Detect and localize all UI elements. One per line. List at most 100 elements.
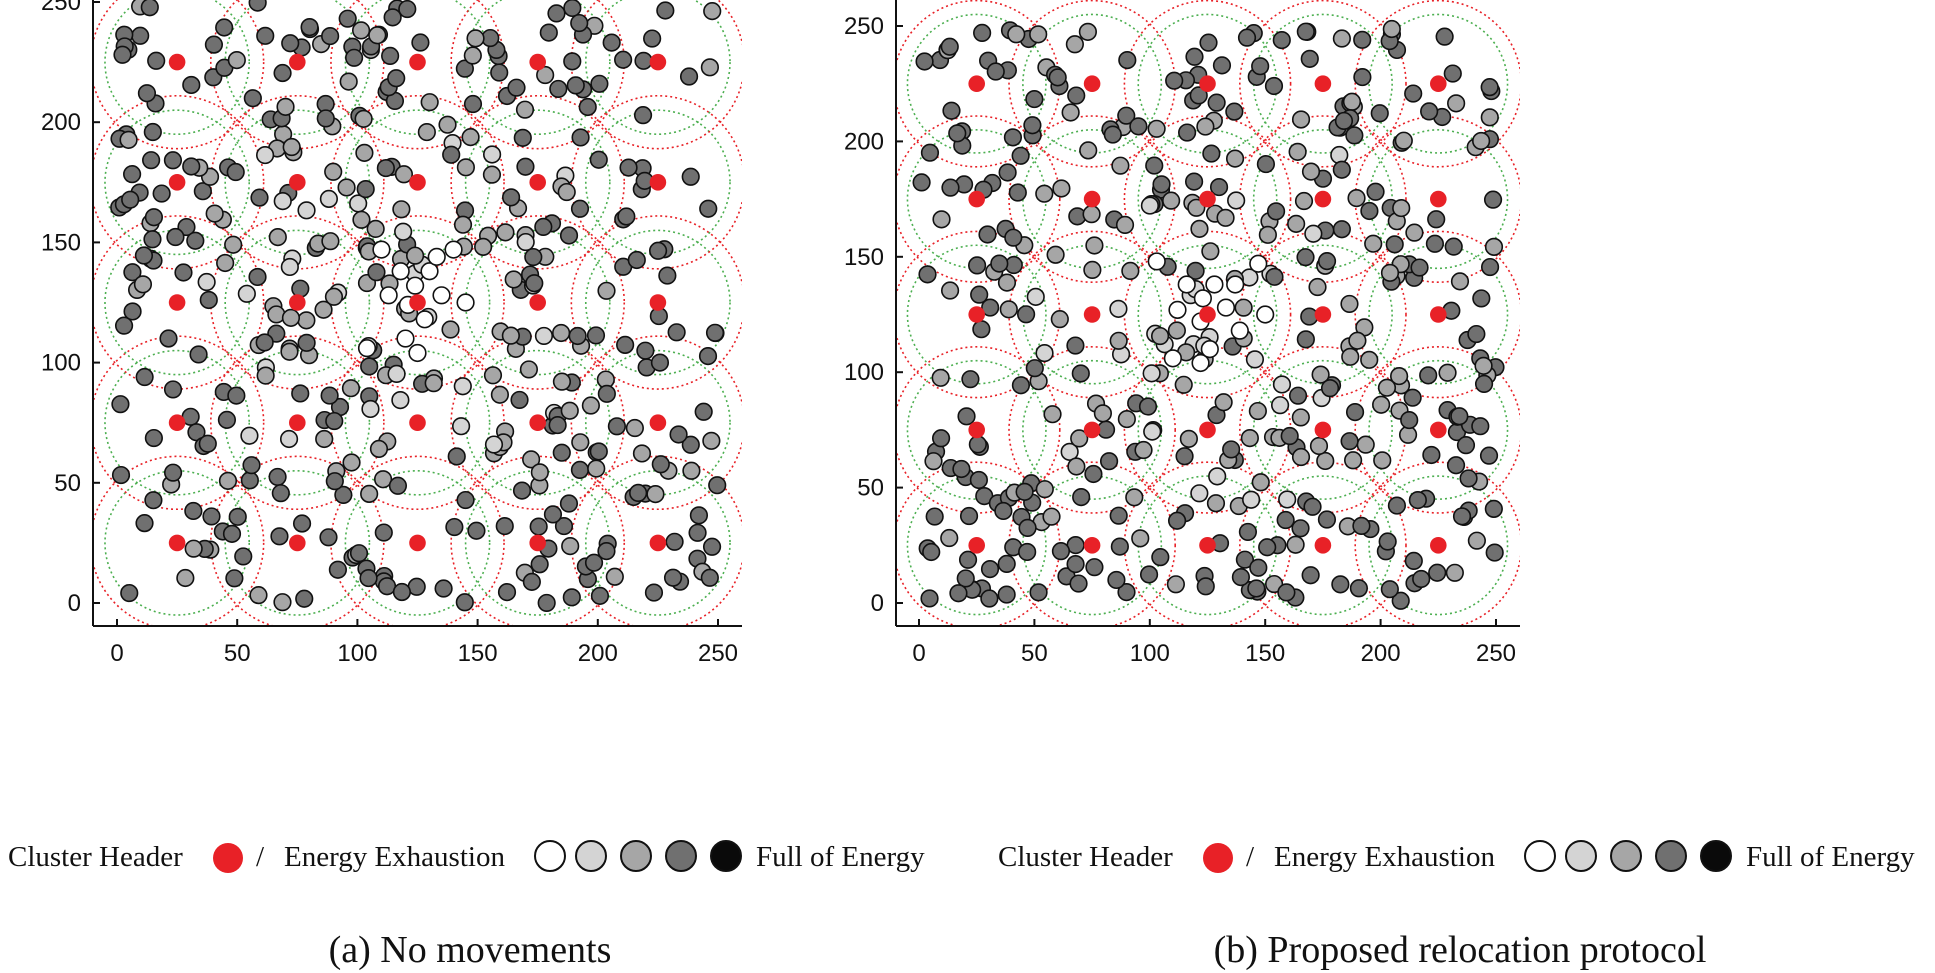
sensor-node [915, 52, 934, 71]
sensor-node [1387, 496, 1407, 515]
sensor-node [1447, 94, 1466, 113]
sensor-node [650, 353, 670, 372]
sensor-node [605, 567, 624, 586]
sensor-node [1035, 480, 1054, 499]
sensor-node [1152, 175, 1171, 194]
sensor-node [1011, 146, 1030, 165]
sensor-node [940, 528, 959, 548]
sensor-node [394, 222, 413, 241]
cluster-header-point [289, 414, 306, 432]
legend-level-1 [1524, 840, 1556, 872]
sensor-node [665, 532, 684, 551]
exhausted-node [1177, 275, 1196, 294]
sensor-node [524, 247, 543, 267]
sensor-node [940, 281, 960, 300]
sensor-node [1050, 310, 1069, 329]
sensor-node [1456, 436, 1476, 455]
sensor-node [699, 199, 718, 218]
sensor-node [387, 364, 406, 384]
sensor-node [1025, 89, 1044, 109]
sensor-node [356, 180, 375, 199]
sensor-node [1018, 542, 1037, 562]
sensor-node [1035, 343, 1054, 363]
sensor-node [530, 463, 549, 482]
sensor-node [360, 484, 379, 503]
sensor-node [496, 223, 515, 242]
sensor-node [1345, 402, 1365, 422]
sensor-node [619, 158, 638, 177]
sensor-node [1251, 473, 1270, 492]
sensor-node [1150, 326, 1170, 346]
sensor-node [297, 201, 316, 220]
sensor-node [980, 589, 999, 608]
legend-level-1 [534, 840, 566, 872]
sensor-node [1129, 117, 1148, 136]
sensor-node [627, 250, 646, 270]
sensor-node [534, 326, 554, 346]
sensor-node [656, 1, 675, 20]
y-tick-label: 250 [41, 0, 81, 16]
exhausted-node [1226, 275, 1245, 294]
sensor-node [1202, 144, 1221, 163]
sensor-node [578, 97, 597, 117]
sensor-node [184, 501, 203, 521]
cluster-header-point [409, 414, 426, 432]
sensor-node [1467, 531, 1486, 550]
outer-range-circle [896, 115, 1061, 283]
sensor-node [616, 335, 635, 354]
inner-range-circle [906, 359, 1047, 500]
sensor-node [338, 9, 357, 28]
sensor-node [463, 94, 483, 114]
inner-range-circle [104, 349, 251, 496]
sensor-node [1042, 507, 1061, 526]
sensor-node [959, 506, 979, 526]
sensor-node [359, 568, 378, 588]
sensor-node [501, 326, 520, 345]
sensor-node [1347, 188, 1366, 208]
sensor-node [1175, 447, 1194, 466]
sensor-node [325, 472, 344, 491]
sensor-node [1185, 47, 1204, 66]
sensor-node [1035, 184, 1054, 203]
sensor-node [1265, 267, 1284, 286]
cluster-header-point [529, 294, 546, 311]
sensor-node [1214, 393, 1233, 412]
sensor-node [643, 29, 662, 48]
outer-range-circle [570, 215, 742, 390]
sensor-node [1085, 558, 1104, 577]
sensor-node [248, 0, 267, 12]
y-tick-label: 50 [54, 470, 81, 497]
sensor-node [589, 150, 608, 169]
sensor-node [581, 396, 600, 415]
sensor-node [1071, 364, 1090, 383]
sensor-node [1184, 172, 1204, 191]
sensor-node [940, 37, 959, 56]
sensor-node [1291, 447, 1311, 467]
legend-separator: / [1246, 841, 1255, 873]
sensor-node [534, 217, 553, 237]
sensor-node [590, 586, 610, 605]
sensor-node [495, 516, 514, 536]
sensor-node [291, 384, 310, 403]
legend-low-label: Energy Exhaustion [284, 841, 505, 873]
panel-b-cluster-headers [968, 75, 1447, 554]
inner-range-circle [104, 469, 251, 616]
sensor-node [525, 274, 544, 293]
sensor-node [376, 158, 395, 178]
inner-range-circle [584, 349, 731, 496]
cluster-header-point [1430, 537, 1447, 554]
sensor-node [1459, 469, 1478, 488]
sensor-node [931, 368, 950, 387]
sensor-node [216, 253, 235, 273]
exhausted-node [1163, 349, 1182, 368]
sensor-node [199, 290, 218, 310]
sensor-node [467, 521, 486, 540]
sensor-node [1107, 570, 1126, 590]
x-tick-label: 150 [1245, 640, 1285, 667]
panel-b-sensor-nodes [912, 19, 1505, 610]
sensor-node [1391, 591, 1410, 610]
sensor-node [1117, 409, 1136, 429]
sensor-node [324, 287, 344, 306]
sensor-node [1445, 563, 1464, 582]
cluster-header-point [168, 174, 186, 191]
